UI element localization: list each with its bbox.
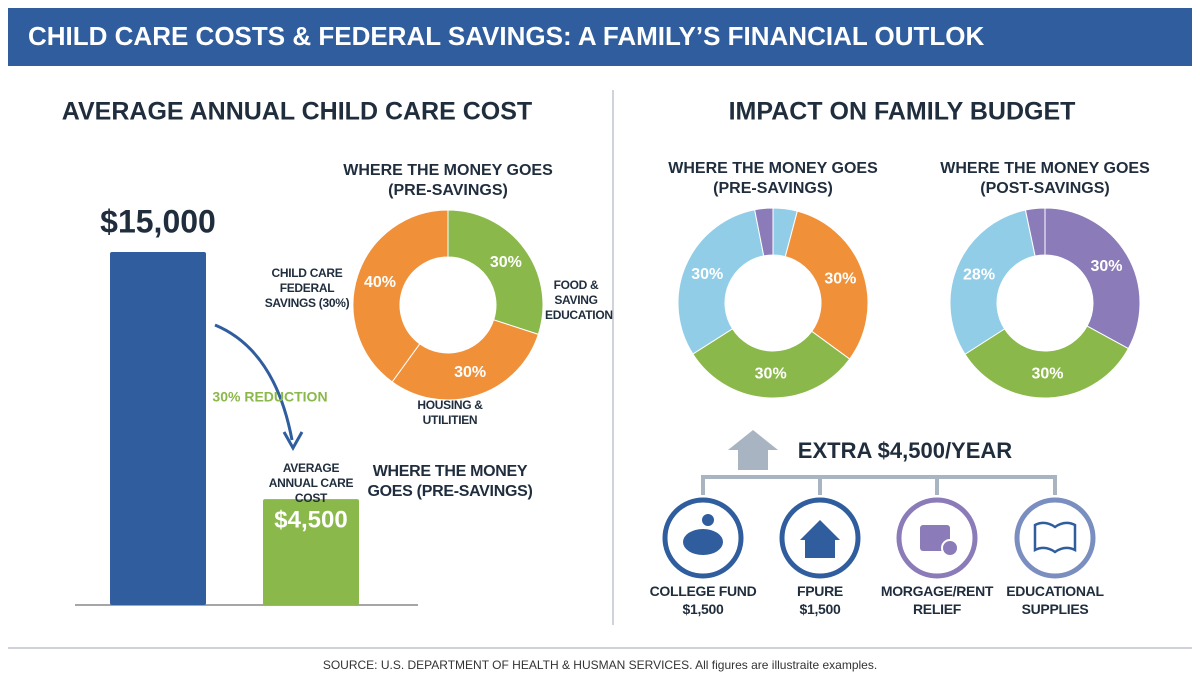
bar [110,252,206,605]
arrow [214,323,294,441]
value-label: 30% [755,366,787,383]
category-label: FOOD & SAVING EDUCATION [545,278,613,322]
item-label: MORGAGE/RENT RELIEF [880,583,994,617]
chart-subtitle: (PRE-SAVINGS) [713,180,833,197]
header-bar [8,8,1192,66]
value-label: 28% [963,267,995,284]
icon [662,497,1096,579]
item-amount: $1,500 [682,601,724,617]
branch [701,475,1057,495]
annotation: WHERE THE MONEY GOES (PRE-SAVINGS) [367,463,533,500]
bar [263,499,359,605]
item-label: EDUCATIONAL SUPPLIES [1006,583,1104,617]
slice [677,209,765,355]
chart-subtitle: (PRE-SAVINGS) [388,182,508,199]
slice [692,328,851,399]
value-label: 30% [691,266,723,283]
value-label: 30% [824,270,856,287]
slice [784,210,869,360]
source: SOURCE: U.S. DEPARTMENT OF HEALTH & HUSM… [323,658,877,672]
chart-title: WHERE THE MONEY GOES [940,160,1150,177]
slice [964,325,1130,399]
slice [391,319,539,401]
category-label: HOUSING & UTILITIEN [417,398,483,427]
panel-title: AVERAGE ANNUAL CHILD CARE COST [62,98,532,126]
category-label: CHILD CARE FEDERAL SAVINGS (30%) [264,266,350,310]
chart-subtitle: (POST-SAVINGS) [980,180,1110,197]
slice [754,207,774,257]
category-label: AVERAGE ANNUAL CARE COST [268,461,354,506]
item-amount: $1,500 [799,601,841,617]
slice [447,209,544,335]
slice [949,209,1036,355]
value-label: 30% [1090,258,1122,275]
chart-title: WHERE THE MONEY GOES [343,162,553,179]
value-label: 30% [1031,366,1063,383]
extra-title: EXTRA $4,500/YEAR [798,438,1012,463]
value-label: 30% [454,364,486,381]
slice [1024,207,1046,257]
value-label: $15,000 [100,203,216,239]
arrow-head [282,431,304,452]
value-label: 30% [490,254,522,271]
item-label: COLLEGE FUND [649,583,757,599]
chart-title: WHERE THE MONEY GOES [668,160,878,177]
up-arrow [728,430,778,470]
value-label: 40% [364,274,396,291]
slice [1044,207,1141,350]
value-label: $4,500 [274,506,347,533]
slice [352,209,449,383]
annotation: 30% REDUCTION [212,389,327,405]
panel-title: IMPACT ON FAMILY BUDGET [729,98,1076,126]
page-title: CHILD CARE COSTS & FEDERAL SAVINGS: A FA… [28,21,984,51]
item-label: FPURE [797,583,843,599]
